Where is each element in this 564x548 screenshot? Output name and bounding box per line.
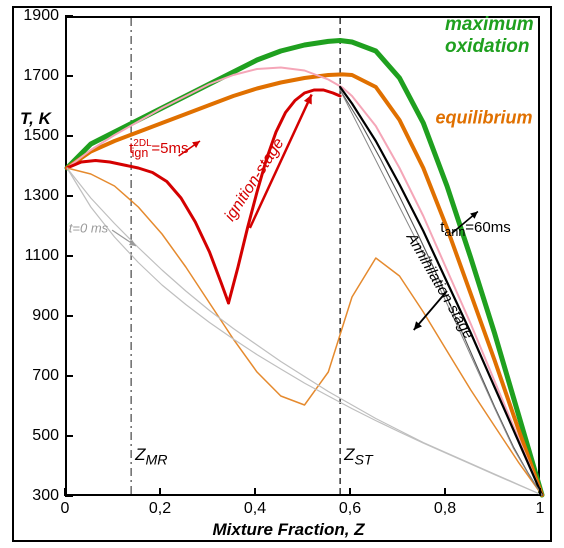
y-tick-label: 900 [32, 307, 59, 325]
x-axis-title: Mixture Fraction, Z [213, 520, 365, 540]
y-tick-label: 700 [32, 367, 59, 385]
y-tick-label: 1100 [25, 247, 59, 265]
x-tick [539, 488, 541, 496]
y-tick-label: 300 [32, 487, 59, 505]
x-tick [254, 488, 256, 496]
x-tick-label: 0,4 [244, 500, 266, 518]
y-tick [65, 375, 73, 377]
y-tick [65, 315, 73, 317]
x-tick [444, 488, 446, 496]
curves-layer [67, 18, 542, 498]
x-tick [349, 488, 351, 496]
x-tick-label: 0,8 [434, 500, 456, 518]
plot-area [65, 16, 540, 496]
y-tick [65, 75, 73, 77]
x-tick-label: 1 [536, 500, 545, 518]
y-tick-label: 1700 [23, 67, 59, 85]
y-tick [65, 135, 73, 137]
x-tick-label: 0,6 [339, 500, 361, 518]
vline-label-z-st: ZST [344, 445, 372, 468]
y-tick [65, 15, 73, 17]
y-tick-label: 1300 [23, 187, 59, 205]
x-tick [159, 488, 161, 496]
y-tick-label: 500 [32, 427, 59, 445]
label-tign: t2DLign=5ms [129, 140, 205, 160]
y-tick-label: 1900 [23, 7, 59, 25]
y-tick [65, 435, 73, 437]
label-max-oxidation: maximumoxidation [445, 14, 534, 58]
y-tick [65, 255, 73, 257]
x-tick-label: 0,2 [149, 500, 171, 518]
label-equilibrium: equilibrium [436, 108, 533, 129]
label-tann: tann=60ms [440, 219, 510, 239]
y-tick-label: 1500 [23, 127, 59, 145]
vline-label-z-mr: ZMR [135, 445, 167, 468]
label-t0: t=0 ms [69, 220, 108, 235]
y-tick [65, 495, 73, 497]
y-tick [65, 195, 73, 197]
y-axis-title: T, K [20, 109, 51, 129]
x-tick-label: 0 [61, 500, 70, 518]
